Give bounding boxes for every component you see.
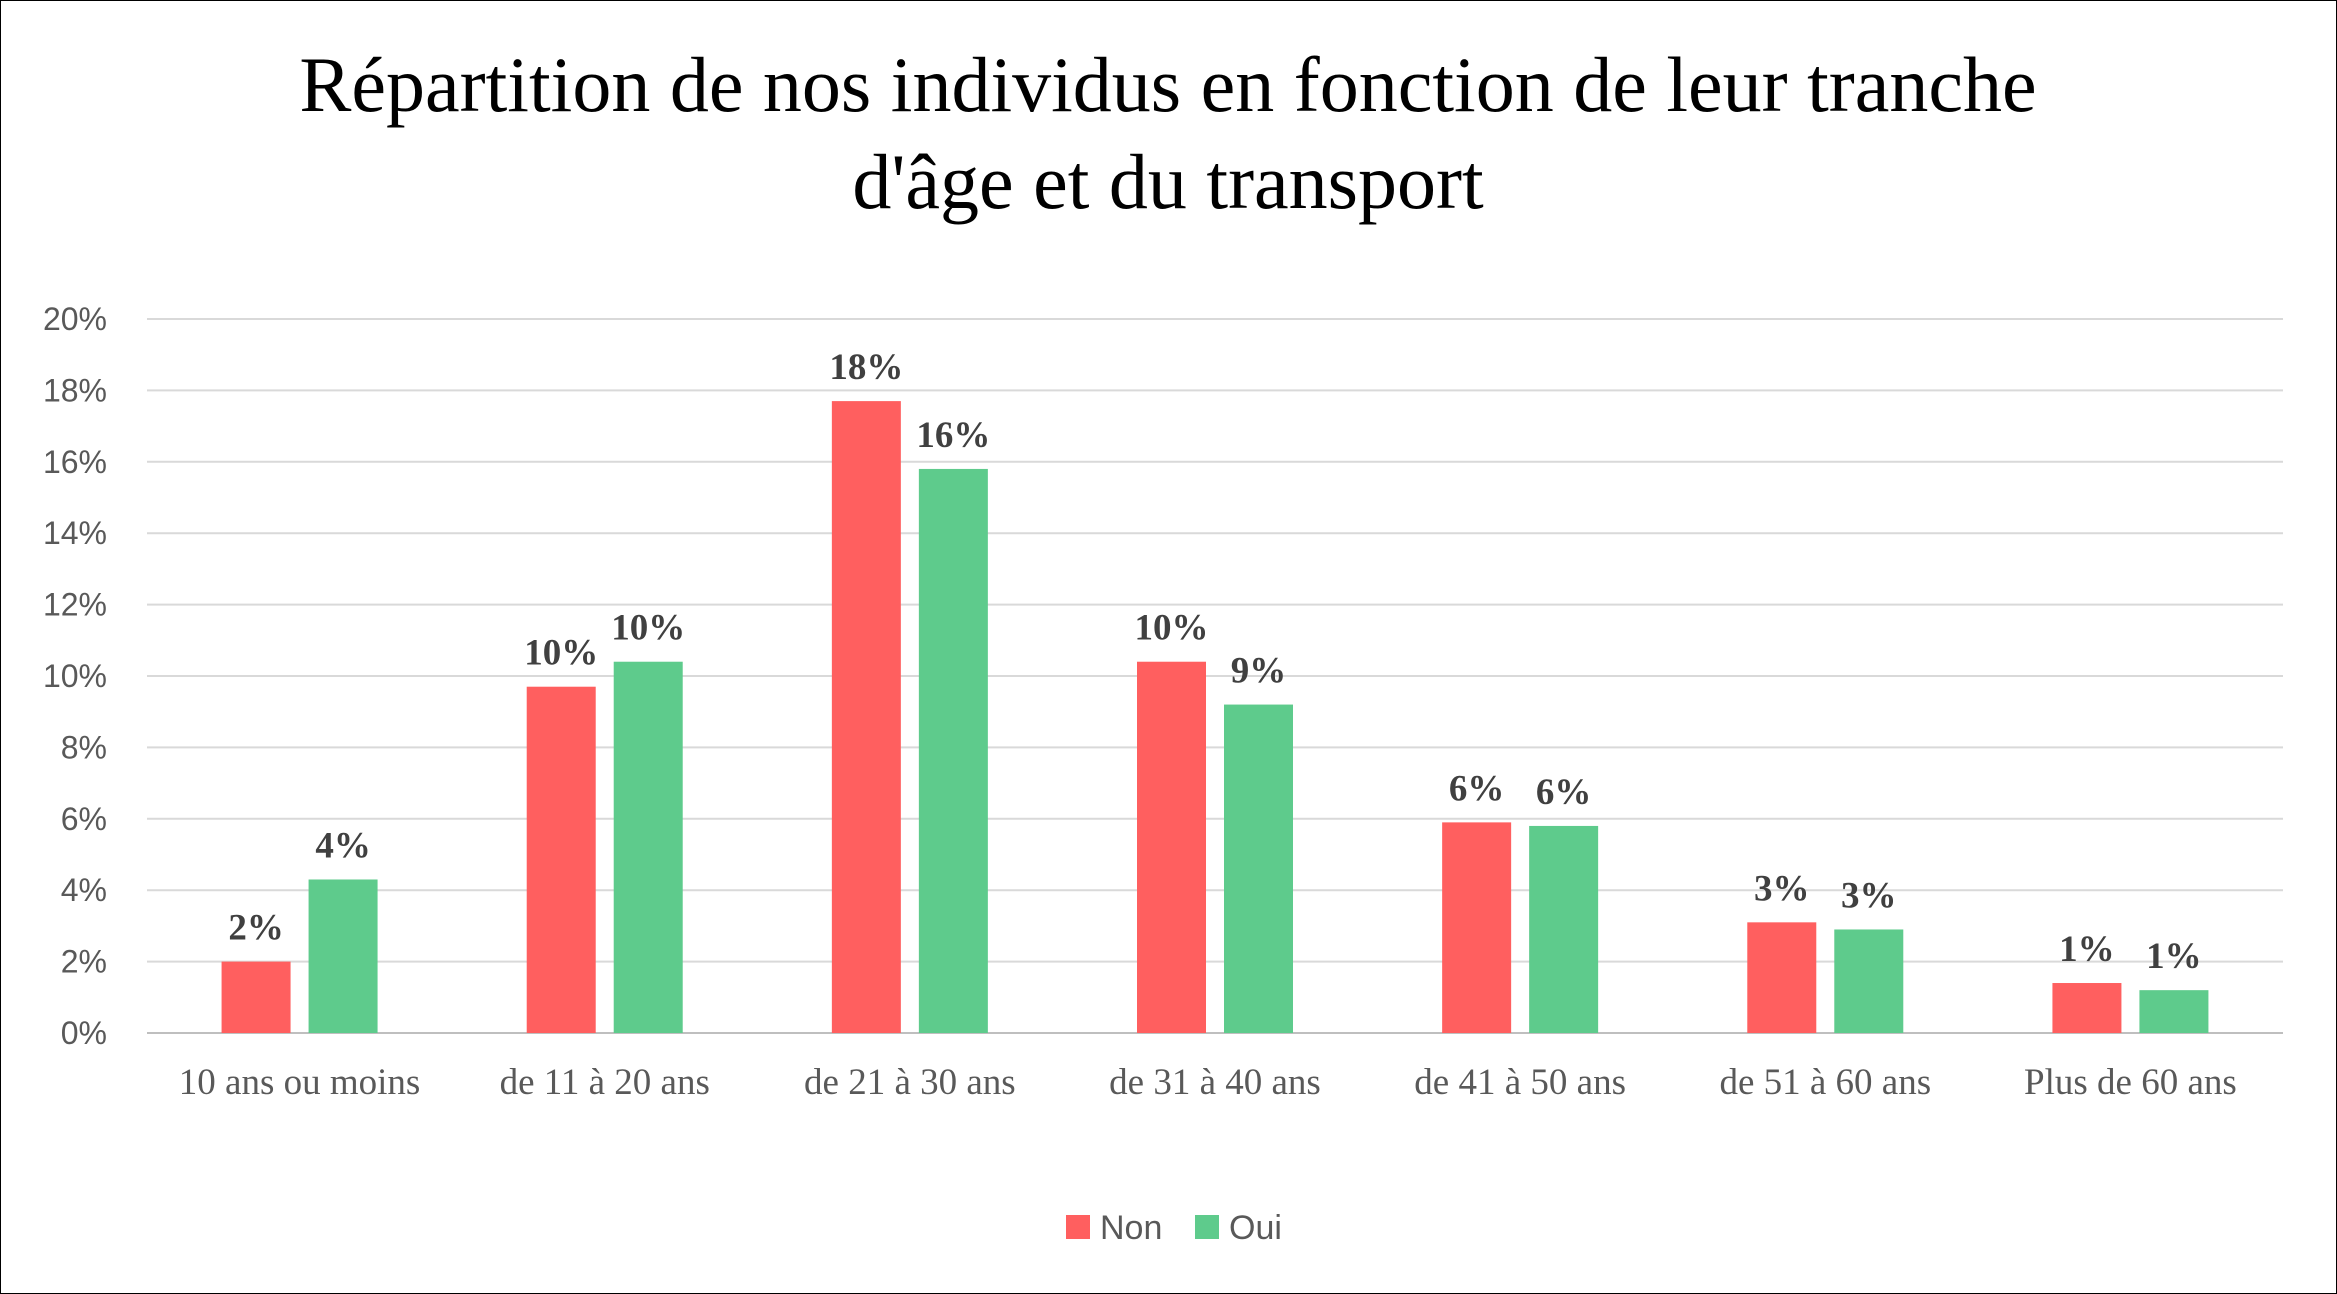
- chart-title-line-1: Répartition de nos individus en fonction…: [299, 41, 2036, 128]
- data-label: 10%: [1135, 608, 1209, 649]
- bar-non: [831, 401, 901, 1033]
- bar-non: [526, 686, 596, 1033]
- bars: [221, 401, 2209, 1033]
- chart-title: Répartition de nos individus en fonction…: [299, 41, 2036, 225]
- gridlines: [147, 318, 2283, 1034]
- y-tick-label: 16%: [43, 444, 107, 480]
- bar-oui: [2139, 990, 2209, 1033]
- bar-oui: [613, 661, 683, 1033]
- data-label: 3%: [1841, 875, 1897, 916]
- bar-non: [221, 961, 291, 1033]
- x-tick-label: de 31 à 40 ans: [1109, 1062, 1321, 1103]
- y-axis-ticks: 0% 2% 4% 6% 8% 10% 12% 14% 16% 18% 20%: [43, 301, 107, 1051]
- bar-oui: [918, 468, 988, 1033]
- y-tick-label: 10%: [43, 658, 107, 694]
- bar-non: [1442, 822, 1512, 1033]
- x-tick-label: Plus de 60 ans: [2024, 1062, 2237, 1103]
- data-label: 2%: [228, 908, 284, 949]
- legend: Non Oui: [1066, 1209, 1282, 1247]
- bar-oui: [1224, 704, 1293, 1033]
- bar-oui: [308, 879, 378, 1033]
- y-tick-label: 12%: [43, 587, 107, 623]
- y-tick-label: 0%: [61, 1015, 107, 1051]
- x-axis-ticks: 10 ans ou moins de 11 à 20 ans de 21 à 30 …: [179, 1062, 2237, 1103]
- data-label: 6%: [1449, 768, 1505, 809]
- legend-swatch-non: [1066, 1215, 1090, 1239]
- data-labels: 2% 4% 10% 10% 18% 16% 10% 9% 6% 6% 3% 3% 1% 1%: [228, 347, 2201, 977]
- data-label: 1%: [2059, 929, 2115, 970]
- data-label: 4%: [315, 825, 371, 866]
- bar-non: [2052, 983, 2122, 1033]
- y-tick-label: 6%: [61, 801, 107, 837]
- data-label: 16%: [916, 415, 990, 456]
- x-tick-label: de 11 à 20 ans: [500, 1062, 710, 1103]
- legend-label-oui: Oui: [1229, 1209, 1282, 1247]
- y-tick-label: 8%: [61, 729, 107, 765]
- x-tick-label: de 41 à 50 ans: [1414, 1062, 1626, 1103]
- data-label: 10%: [611, 608, 685, 649]
- y-tick-label: 4%: [61, 872, 107, 908]
- x-tick-label: de 21 à 30 ans: [804, 1062, 1016, 1103]
- data-label: 6%: [1536, 772, 1592, 813]
- y-tick-label: 20%: [43, 301, 107, 337]
- legend-swatch-oui: [1195, 1215, 1219, 1239]
- data-label: 10%: [524, 633, 598, 674]
- data-label: 18%: [829, 347, 903, 388]
- x-tick-label: 10 ans ou moins: [179, 1062, 421, 1103]
- data-label: 9%: [1231, 651, 1287, 692]
- y-tick-label: 2%: [61, 944, 107, 980]
- chart-title-line-2: d'âge et du transport: [852, 138, 1484, 225]
- data-label: 1%: [2146, 936, 2202, 977]
- bar-non: [1137, 661, 1206, 1033]
- bar-oui: [1529, 825, 1599, 1033]
- bar-oui: [1834, 929, 1904, 1033]
- x-tick-label: de 51 à 60 ans: [1719, 1062, 1931, 1103]
- bar-non: [1747, 922, 1817, 1033]
- y-tick-label: 14%: [43, 515, 107, 551]
- data-label: 3%: [1754, 868, 1810, 909]
- legend-label-non: Non: [1100, 1209, 1162, 1247]
- y-tick-label: 18%: [43, 372, 107, 408]
